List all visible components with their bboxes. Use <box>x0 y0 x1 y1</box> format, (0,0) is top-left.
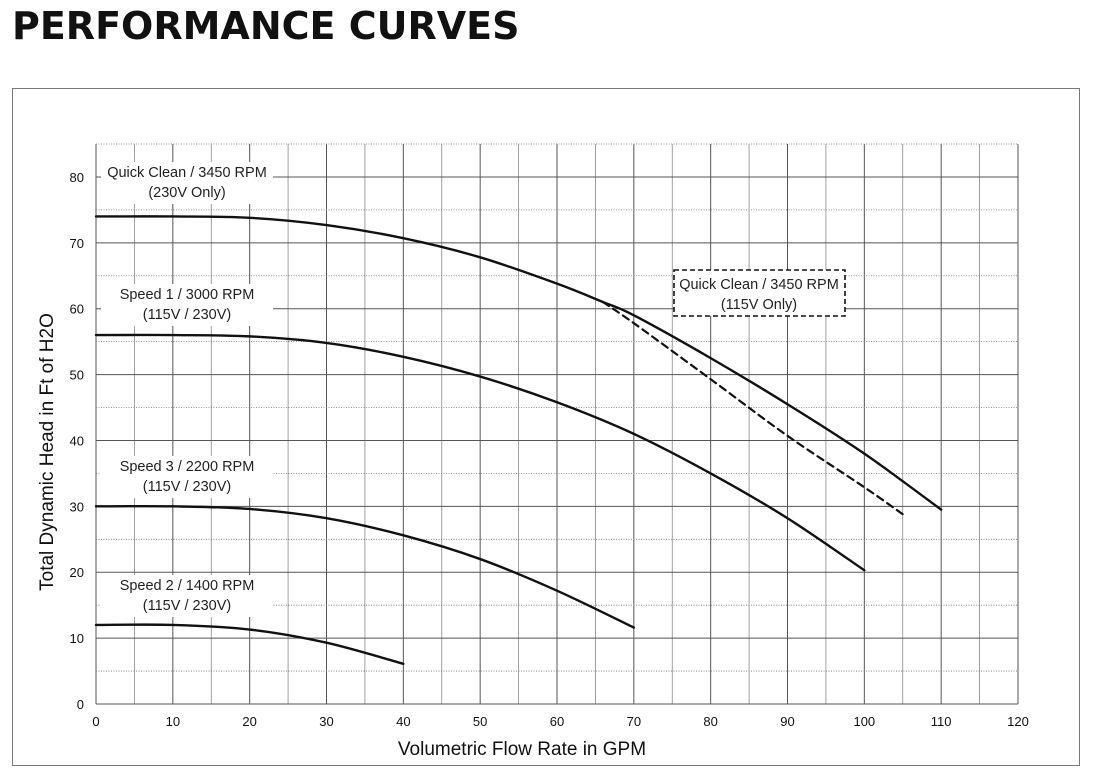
series-label-line: (230V Only) <box>148 185 225 201</box>
x-tick-label: 90 <box>780 714 794 729</box>
series-quick-clean-230v-line <box>94 215 943 511</box>
performance-chart: 0 10 20 30 40 50 60 70 80 90 100 110 120 0 10 20 30 40 50 6… <box>37 143 1029 760</box>
series-quick-clean-230v-label: Quick Clean / 3450 RPM (230V Only) <box>101 162 273 204</box>
x-tick-label: 10 <box>166 714 180 729</box>
series-label-line: Speed 2 / 1400 RPM <box>120 578 255 594</box>
page-title: PERFORMANCE CURVES <box>12 4 520 48</box>
y-tick-label: 40 <box>70 433 84 448</box>
series-speed-2-line <box>94 623 405 666</box>
series-quick-clean-115v-line <box>602 301 904 516</box>
x-tick-label: 50 <box>473 714 487 729</box>
label-box <box>673 269 846 317</box>
x-tick-label: 100 <box>853 714 875 729</box>
y-tick-label: 50 <box>70 368 84 383</box>
x-tick-label: 110 <box>931 714 952 729</box>
x-axis-title: Volumetric Flow Rate in GPM <box>398 739 646 760</box>
x-tick-label: 30 <box>319 714 333 729</box>
x-tick-label: 0 <box>92 714 99 729</box>
x-tick-label: 40 <box>396 714 410 729</box>
label-background <box>101 456 273 498</box>
series-label-line: (115V Only) <box>721 297 797 313</box>
series-speed-2-label: Speed 2 / 1400 RPM (115V / 230V) <box>101 575 273 617</box>
series-label-line: Speed 1 / 3000 RPM <box>120 287 255 303</box>
series-label-line: Quick Clean / 3450 RPM <box>107 165 267 181</box>
series-speed-1-line <box>94 333 866 572</box>
x-tick-label: 20 <box>242 714 256 729</box>
label-background <box>101 284 273 326</box>
y-tick-label: 10 <box>70 631 84 646</box>
series-speed-3-label: Speed 3 / 2200 RPM (115V / 230V) <box>101 456 273 498</box>
x-tick-label: 80 <box>703 714 717 729</box>
y-tick-label: 70 <box>70 236 84 251</box>
series-label-line: Speed 3 / 2200 RPM <box>120 459 255 475</box>
x-tick-label: 60 <box>550 714 564 729</box>
series-labels: Quick Clean / 3450 RPM(230V Only)Quick C… <box>101 162 846 617</box>
y-tick-label: 60 <box>70 302 84 317</box>
series-speed-3-line <box>94 504 636 629</box>
x-tick-label: 120 <box>1007 714 1029 729</box>
series-label-line: (115V / 230V) <box>143 598 231 614</box>
label-background <box>101 575 273 617</box>
tick-labels: 0 10 20 30 40 50 60 70 80 90 100 110 120 0 10 20 30 40 50 6… <box>70 170 1029 729</box>
series-label-line: Quick Clean / 3450 RPM <box>679 277 839 293</box>
y-tick-label: 20 <box>70 565 84 580</box>
series-quick-clean-115v-label: Quick Clean / 3450 RPM (115V Only) <box>673 269 846 317</box>
label-background <box>101 162 273 204</box>
series-speed-1-label: Speed 1 / 3000 RPM (115V / 230V) <box>101 284 273 326</box>
grid <box>95 143 1019 705</box>
series-lines <box>94 215 943 666</box>
y-tick-label: 0 <box>77 697 84 712</box>
y-tick-label: 80 <box>70 170 84 185</box>
y-tick-label: 30 <box>70 499 84 514</box>
x-tick-label: 70 <box>627 714 641 729</box>
y-axis-title: Total Dynamic Head in Ft of H2O <box>37 313 58 591</box>
chart-frame: 0 10 20 30 40 50 60 70 80 90 100 110 120 0 10 20 30 40 50 6… <box>12 88 1080 766</box>
series-label-line: (115V / 230V) <box>143 307 231 323</box>
series-label-line: (115V / 230V) <box>143 479 231 495</box>
